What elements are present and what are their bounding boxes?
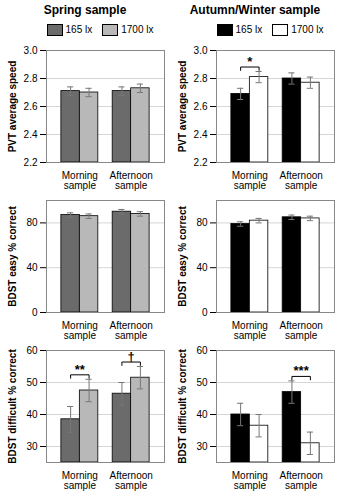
svg-text:Afternoonsample: Afternoonsample <box>279 470 322 491</box>
svg-text:2.4: 2.4 <box>24 129 38 140</box>
html-text:165 lx: 165 lx <box>235 23 263 35</box>
svg-text:3.0: 3.0 <box>24 45 38 56</box>
svg-text:**: ** <box>75 362 86 377</box>
svg-text:40: 40 <box>196 409 208 420</box>
svg-text:2.8: 2.8 <box>194 73 208 84</box>
svg-text:Afternoonsample: Afternoonsample <box>109 170 152 191</box>
svg-text:80: 80 <box>26 217 38 228</box>
svg-text:50: 50 <box>26 377 38 388</box>
svg-text:40: 40 <box>26 262 38 273</box>
html-text:1700 lx: 1700 lx <box>291 23 324 35</box>
svg-text:2.6: 2.6 <box>194 101 208 112</box>
svg-text:Morningsample: Morningsample <box>62 170 98 191</box>
svg-text:2.6: 2.6 <box>24 101 38 112</box>
svg-text:Afternoonsample: Afternoonsample <box>109 470 152 491</box>
svg-text:*: * <box>247 54 253 69</box>
svg-text:0: 0 <box>202 307 208 318</box>
svg-text:60: 60 <box>26 345 38 356</box>
svg-text:Afternoonsample: Afternoonsample <box>279 320 322 341</box>
svg-text:†: † <box>128 349 135 364</box>
svg-text:2.2: 2.2 <box>194 157 208 168</box>
svg-text:Afternoonsample: Afternoonsample <box>279 170 322 191</box>
svg-text:0: 0 <box>32 307 38 318</box>
svg-text:2.4: 2.4 <box>194 129 208 140</box>
svg-text:Morningsample: Morningsample <box>232 320 268 341</box>
html-text:1700 lx: 1700 lx <box>121 23 154 35</box>
svg-text:Morningsample: Morningsample <box>62 470 98 491</box>
svg-text:40: 40 <box>26 409 38 420</box>
svg-text:***: *** <box>294 363 310 378</box>
svg-text:30: 30 <box>196 441 208 452</box>
svg-text:80: 80 <box>196 217 208 228</box>
svg-text:Morningsample: Morningsample <box>62 320 98 341</box>
svg-text:2.8: 2.8 <box>24 73 38 84</box>
svg-text:Morningsample: Morningsample <box>232 470 268 491</box>
svg-text:3.0: 3.0 <box>194 45 208 56</box>
svg-text:30: 30 <box>26 441 38 452</box>
svg-text:BDST difficult % correct: BDST difficult % correct <box>177 349 188 464</box>
svg-text:BDST easy % correct: BDST easy % correct <box>177 206 188 307</box>
svg-text:PVT average speed: PVT average speed <box>7 61 18 153</box>
svg-text:60: 60 <box>196 345 208 356</box>
svg-text:BDST easy % correct: BDST easy % correct <box>7 206 18 307</box>
html-text:Spring sample: Spring sample <box>43 3 127 17</box>
svg-text:BDST difficult % correct: BDST difficult % correct <box>7 349 18 464</box>
html-text:Autumn/Winter sample: Autumn/Winter sample <box>189 3 321 17</box>
svg-text:Afternoonsample: Afternoonsample <box>109 320 152 341</box>
html-text:165 lx: 165 lx <box>65 23 93 35</box>
svg-text:50: 50 <box>196 377 208 388</box>
svg-text:40: 40 <box>196 262 208 273</box>
svg-text:2.2: 2.2 <box>24 157 38 168</box>
svg-text:Morningsample: Morningsample <box>232 170 268 191</box>
svg-text:PVT average speed: PVT average speed <box>177 61 188 153</box>
